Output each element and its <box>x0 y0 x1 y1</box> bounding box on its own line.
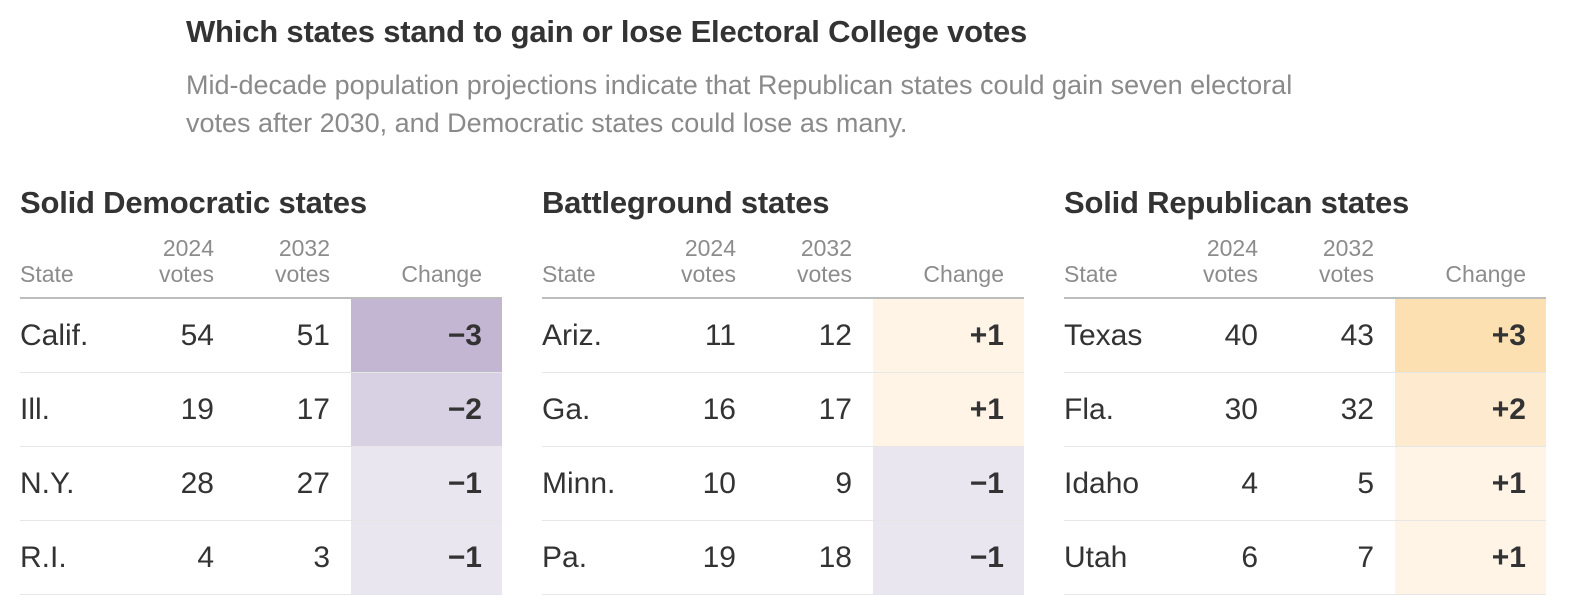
votes-2032: 9 <box>835 467 852 500</box>
state-name: Fla. <box>1064 393 1115 426</box>
header-2032-votes-year: 2032 <box>800 235 852 261</box>
header-2032-votes: 2032 votes <box>797 235 852 287</box>
votes-2024: 6 <box>1241 541 1258 574</box>
votes-2032: 3 <box>313 541 330 574</box>
state-name: Calif. <box>20 319 89 352</box>
state-name: Ariz. <box>542 319 602 352</box>
votes-2032: 27 <box>296 467 330 500</box>
votes-2032: 32 <box>1340 393 1374 426</box>
table-row: Texas 40 43 +3 <box>1064 299 1546 373</box>
chart-title: Which states stand to gain or lose Elect… <box>186 14 1028 49</box>
change-cell: −1 <box>873 447 1024 520</box>
header-2024-votes-label: votes <box>681 261 736 287</box>
panel-title: Solid Republican states <box>1064 185 1410 220</box>
header-2024-votes-year: 2024 <box>684 235 736 261</box>
header-2024-votes: 2024 votes <box>1203 235 1258 287</box>
table-header: State 2024 votes 2032 votes Change <box>542 233 1024 299</box>
table-row: Fla. 30 32 +2 <box>1064 373 1546 447</box>
header-change: Change <box>1445 261 1526 287</box>
change-cell: +1 <box>873 373 1024 446</box>
votes-2032: 12 <box>818 319 852 352</box>
table-panel: Solid Republican states State 2024 votes 203… <box>1064 183 1546 595</box>
votes-2024: 54 <box>180 319 214 352</box>
table-row: R.I. 4 3 −1 <box>20 521 502 595</box>
change-cell: +3 <box>1395 299 1546 372</box>
votes-2024: 30 <box>1224 393 1258 426</box>
table-row: Calif. 54 51 −3 <box>20 299 502 373</box>
header-change: Change <box>401 261 482 287</box>
table-row: Minn. 10 9 −1 <box>542 447 1024 521</box>
chart-subtitle: Mid-decade population projections indica… <box>186 66 1386 142</box>
votes-2032: 17 <box>818 393 852 426</box>
state-name: Pa. <box>542 541 588 574</box>
state-name: Texas <box>1064 319 1143 352</box>
header-2024-votes: 2024 votes <box>159 235 214 287</box>
table-header: State 2024 votes 2032 votes Change <box>1064 233 1546 299</box>
change-cell: −1 <box>873 521 1024 594</box>
change-cell: +1 <box>1395 447 1546 520</box>
change-cell: −2 <box>351 373 502 446</box>
table-row: Ill. 19 17 −2 <box>20 373 502 447</box>
header-2032-votes-year: 2032 <box>1322 235 1374 261</box>
header-2032-votes: 2032 votes <box>275 235 330 287</box>
votes-2032: 5 <box>1357 467 1374 500</box>
votes-2024: 16 <box>702 393 736 426</box>
table-row: Utah 6 7 +1 <box>1064 521 1546 595</box>
votes-2024: 10 <box>702 467 736 500</box>
votes-2032: 51 <box>296 319 330 352</box>
state-name: Ga. <box>542 393 591 426</box>
table-row: Ga. 16 17 +1 <box>542 373 1024 447</box>
votes-2024: 4 <box>1241 467 1258 500</box>
state-name: N.Y. <box>20 467 75 500</box>
votes-2032: 18 <box>818 541 852 574</box>
table-row: Ariz. 11 12 +1 <box>542 299 1024 373</box>
header-2032-votes-year: 2032 <box>278 235 330 261</box>
header-2032-votes-label: votes <box>1319 261 1374 287</box>
change-cell: −3 <box>351 299 502 372</box>
header-state: State <box>542 261 596 287</box>
state-name: R.I. <box>20 541 67 574</box>
state-name: Ill. <box>20 393 50 426</box>
votes-2024: 19 <box>180 393 214 426</box>
table-header: State 2024 votes 2032 votes Change <box>20 233 502 299</box>
subtitle-line-1: Mid-decade population projections indica… <box>186 70 1293 100</box>
panel-title: Solid Democratic states <box>20 185 367 220</box>
state-name: Idaho <box>1064 467 1140 500</box>
votes-2024: 4 <box>197 541 214 574</box>
table-row: Pa. 19 18 −1 <box>542 521 1024 595</box>
change-cell: +1 <box>873 299 1024 372</box>
header-2024-votes-label: votes <box>159 261 214 287</box>
header-state: State <box>20 261 74 287</box>
header-2024-votes-year: 2024 <box>162 235 214 261</box>
table-panel: Battleground states State 2024 votes 2032 vot… <box>542 183 1024 595</box>
subtitle-line-2: votes after 2030, and Democratic states … <box>186 108 908 138</box>
votes-2024: 11 <box>704 319 736 352</box>
change-cell: +1 <box>1395 521 1546 594</box>
header-2032-votes-label: votes <box>797 261 852 287</box>
change-cell: −1 <box>351 521 502 594</box>
votes-2032: 17 <box>296 393 330 426</box>
votes-2024: 19 <box>702 541 736 574</box>
header-2032-votes-label: votes <box>275 261 330 287</box>
state-name: Minn. <box>542 467 616 500</box>
table-panel: Solid Democratic states State 2024 votes 203… <box>20 183 502 595</box>
state-name: Utah <box>1064 541 1128 574</box>
header-2024-votes: 2024 votes <box>681 235 736 287</box>
header-2024-votes-year: 2024 <box>1206 235 1258 261</box>
votes-2024: 40 <box>1224 319 1258 352</box>
table-row: N.Y. 28 27 −1 <box>20 447 502 521</box>
votes-2024: 28 <box>180 467 214 500</box>
votes-2032: 7 <box>1357 541 1374 574</box>
header-state: State <box>1064 261 1118 287</box>
votes-2032: 43 <box>1340 319 1374 352</box>
header-2024-votes-label: votes <box>1203 261 1258 287</box>
change-cell: +2 <box>1395 373 1546 446</box>
header-change: Change <box>923 261 1004 287</box>
table-row: Idaho 4 5 +1 <box>1064 447 1546 521</box>
panel-title: Battleground states <box>542 185 830 220</box>
change-cell: −1 <box>351 447 502 520</box>
header-2032-votes: 2032 votes <box>1319 235 1374 287</box>
